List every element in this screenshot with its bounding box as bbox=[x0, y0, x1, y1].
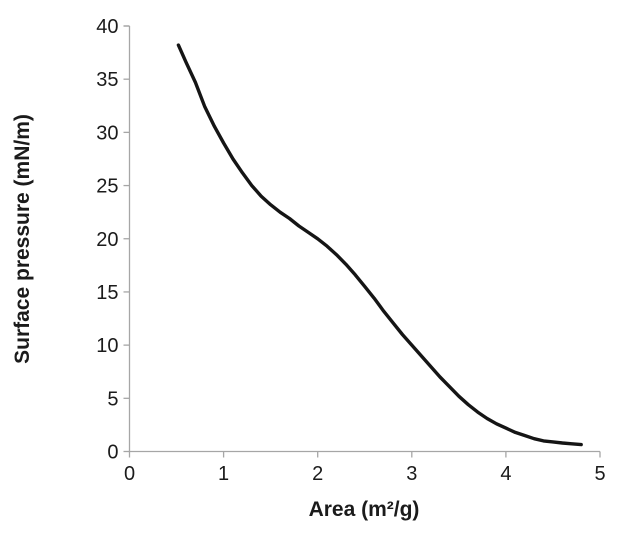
y-axis-label: Surface pressure (mN/m) bbox=[11, 114, 34, 364]
x-tick-label: 0 bbox=[124, 463, 135, 485]
y-tick-label: 10 bbox=[96, 335, 118, 357]
x-tick-label: 1 bbox=[218, 463, 229, 485]
x-axis-ticks: 0 1 2 3 4 5 bbox=[124, 451, 606, 485]
surface-pressure-isotherm-curve bbox=[176, 43, 583, 447]
y-axis-ticks: 0 5 10 15 20 25 30 35 40 bbox=[96, 16, 130, 464]
y-tick-label: 35 bbox=[96, 69, 118, 91]
axes bbox=[123, 25, 600, 453]
y-tick-label: 25 bbox=[96, 176, 118, 198]
x-tick-label: 2 bbox=[312, 463, 323, 485]
y-tick-label: 30 bbox=[96, 122, 118, 144]
y-tick-label: 0 bbox=[107, 442, 118, 464]
x-axis-label: Area (m²/g) bbox=[309, 498, 420, 521]
x-tick-label: 5 bbox=[594, 463, 605, 485]
y-tick-label: 5 bbox=[107, 388, 118, 410]
x-tick-label: 4 bbox=[500, 463, 511, 485]
y-tick-label: 20 bbox=[96, 229, 118, 251]
y-tick-label: 40 bbox=[96, 16, 118, 38]
x-tick-label: 3 bbox=[406, 463, 417, 485]
series-layer bbox=[176, 43, 583, 447]
y-tick-label: 15 bbox=[96, 282, 118, 304]
